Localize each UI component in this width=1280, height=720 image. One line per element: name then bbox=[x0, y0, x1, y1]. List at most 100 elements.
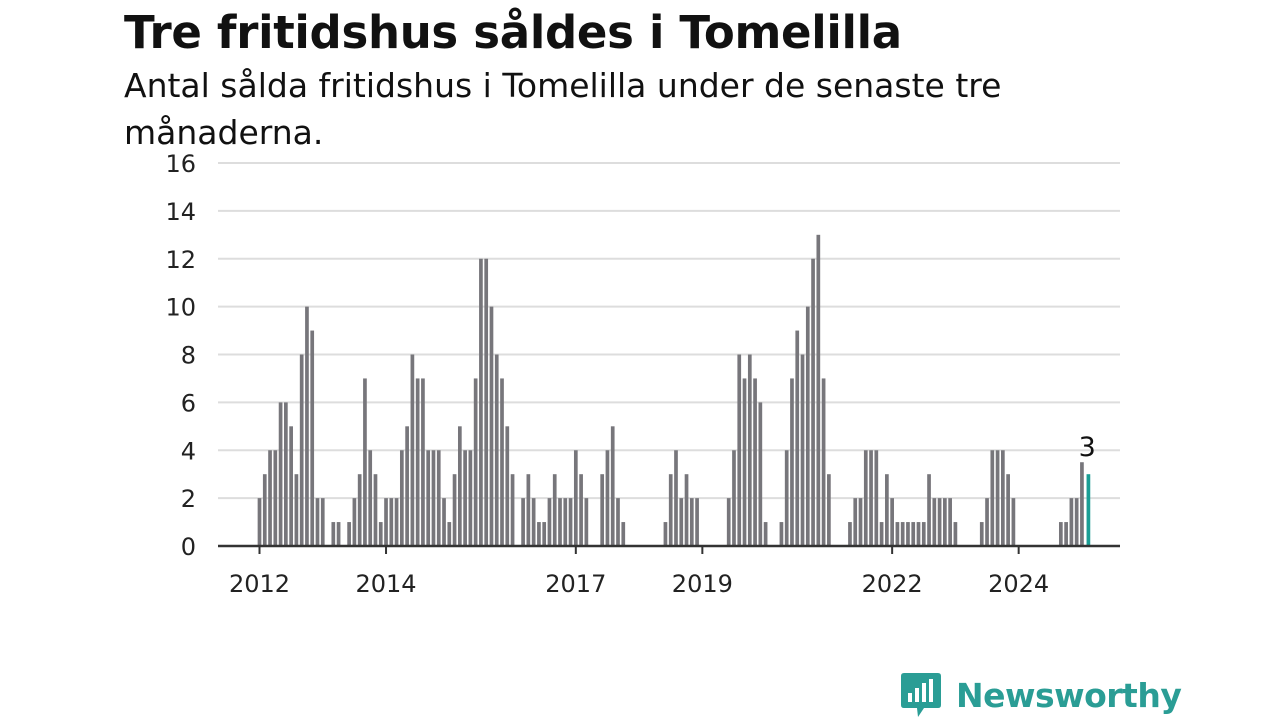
bar-112 bbox=[848, 522, 852, 546]
bar-121 bbox=[895, 522, 900, 546]
bar-44 bbox=[489, 306, 494, 547]
bar-123 bbox=[906, 522, 910, 546]
bar-37 bbox=[452, 474, 457, 546]
bar-12 bbox=[320, 498, 325, 547]
bar-58 bbox=[563, 498, 568, 547]
bar-101 bbox=[790, 378, 794, 546]
bar-130 bbox=[943, 498, 947, 547]
bar-56 bbox=[552, 474, 557, 546]
bar-6 bbox=[289, 426, 293, 546]
bar-68 bbox=[616, 498, 620, 547]
bar-127 bbox=[927, 474, 931, 546]
bar-51 bbox=[526, 474, 531, 546]
bar-27 bbox=[399, 450, 404, 546]
bar-8 bbox=[299, 354, 304, 546]
x-tick-label-2014: 2014 bbox=[355, 570, 416, 598]
bar-59 bbox=[568, 498, 573, 547]
bar-77 bbox=[663, 522, 668, 546]
bar-83 bbox=[695, 498, 699, 547]
bar-21 bbox=[368, 450, 373, 546]
bar-42 bbox=[479, 258, 483, 546]
chart-title: Tre fritidshus såldes i Tomelilla bbox=[124, 6, 902, 59]
bar-91 bbox=[737, 354, 742, 546]
bar-108 bbox=[827, 474, 831, 546]
bar-117 bbox=[874, 450, 879, 546]
bar-126 bbox=[921, 522, 926, 546]
x-tick-label-2019: 2019 bbox=[672, 570, 733, 598]
bar-46 bbox=[500, 378, 504, 546]
bar-69 bbox=[621, 522, 626, 546]
y-tick-label-8: 8 bbox=[181, 342, 196, 370]
bar-128 bbox=[932, 498, 937, 547]
bar-19 bbox=[357, 474, 362, 546]
bar-39 bbox=[463, 450, 467, 546]
bar-138 bbox=[985, 498, 989, 547]
bar-35 bbox=[442, 498, 446, 547]
y-tick-label-0: 0 bbox=[181, 533, 196, 561]
bar-62 bbox=[584, 498, 589, 547]
bar-30 bbox=[415, 378, 420, 546]
bar-18 bbox=[352, 498, 357, 547]
x-tick-label-2024: 2024 bbox=[988, 570, 1049, 598]
y-tick-label-4: 4 bbox=[181, 437, 196, 465]
bar-122 bbox=[900, 522, 905, 546]
bar-119 bbox=[885, 474, 889, 546]
bar-36 bbox=[447, 522, 452, 546]
bar-28 bbox=[405, 426, 409, 546]
bar-26 bbox=[394, 498, 399, 547]
bar-25 bbox=[389, 498, 394, 547]
bar-152 bbox=[1058, 522, 1063, 546]
bar-140 bbox=[995, 450, 1000, 546]
bar-2 bbox=[268, 450, 272, 546]
bar-137 bbox=[979, 522, 984, 546]
bar-81 bbox=[684, 474, 689, 546]
bar-116 bbox=[869, 450, 873, 546]
bar-32 bbox=[426, 450, 431, 546]
bar-139 bbox=[990, 450, 995, 546]
bar-95 bbox=[758, 402, 763, 547]
bar-11 bbox=[315, 498, 320, 547]
bar-0 bbox=[257, 498, 262, 547]
bar-154 bbox=[1069, 498, 1074, 547]
bar-78 bbox=[668, 474, 673, 546]
bar-43 bbox=[484, 258, 489, 546]
bar-34 bbox=[436, 450, 441, 546]
bar-90 bbox=[732, 450, 736, 546]
bar-93 bbox=[747, 354, 752, 546]
bar-106 bbox=[816, 234, 821, 546]
bar-115 bbox=[863, 450, 868, 546]
bar-142 bbox=[1006, 474, 1010, 546]
bar-50 bbox=[521, 498, 525, 547]
bar-41 bbox=[473, 378, 478, 546]
y-tick-label-16: 16 bbox=[165, 150, 196, 178]
bar-20 bbox=[363, 378, 367, 546]
bar-17 bbox=[347, 522, 351, 546]
bar-96 bbox=[763, 522, 768, 546]
newsworthy-logo-text: Newsworthy bbox=[956, 675, 1182, 715]
bar-3 bbox=[273, 450, 278, 546]
bar-79 bbox=[674, 450, 678, 546]
bar-104 bbox=[805, 306, 810, 547]
x-tick-label-2012: 2012 bbox=[229, 570, 290, 598]
bar-103 bbox=[800, 354, 805, 546]
bar-10 bbox=[310, 330, 315, 546]
bar-107 bbox=[821, 378, 826, 546]
bar-124 bbox=[911, 522, 916, 546]
bar-45 bbox=[494, 354, 499, 546]
bar-125 bbox=[916, 522, 921, 546]
bar-60 bbox=[573, 450, 578, 546]
x-tick-label-2022: 2022 bbox=[862, 570, 923, 598]
bar-105 bbox=[811, 258, 815, 546]
bar-131 bbox=[948, 498, 952, 547]
bar-99 bbox=[779, 522, 784, 546]
bar-52 bbox=[531, 498, 536, 547]
bar-38 bbox=[457, 426, 462, 546]
bar-53 bbox=[537, 522, 541, 546]
bar-33 bbox=[431, 450, 436, 546]
bar-1 bbox=[262, 474, 267, 546]
bar-153 bbox=[1064, 522, 1068, 546]
bar-155 bbox=[1074, 498, 1079, 547]
bar-143 bbox=[1011, 498, 1016, 547]
y-tick-label-2: 2 bbox=[181, 485, 196, 513]
y-tick-label-10: 10 bbox=[165, 294, 196, 322]
